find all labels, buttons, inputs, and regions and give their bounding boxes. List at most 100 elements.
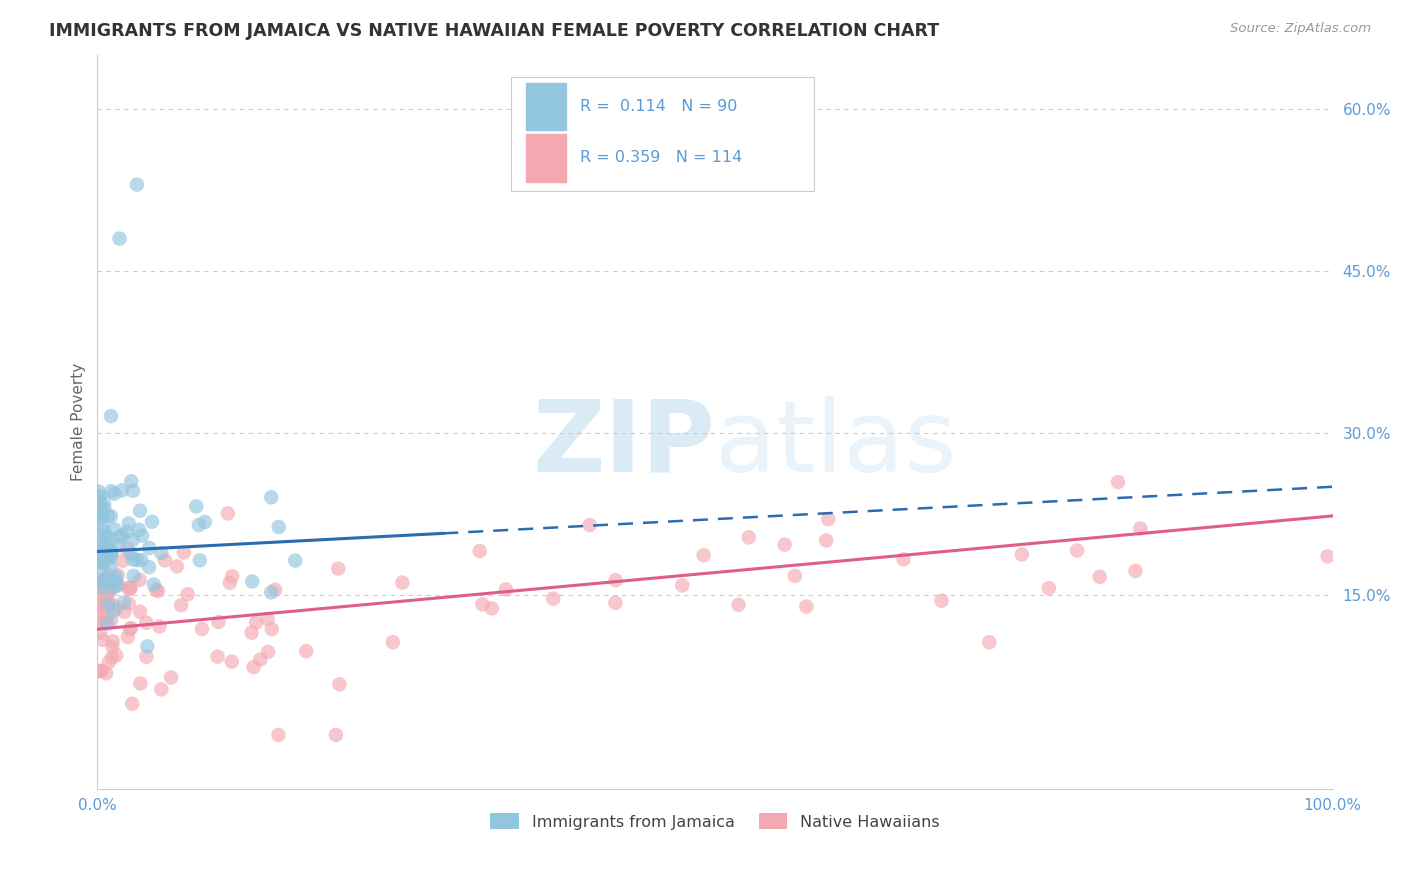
Point <box>1129 522 1152 536</box>
Point <box>122 552 145 566</box>
Point <box>89 541 111 556</box>
Point <box>89 625 111 640</box>
Point <box>260 585 283 599</box>
Point <box>97 575 120 590</box>
Point <box>138 541 160 555</box>
Point <box>87 484 110 499</box>
Point <box>391 575 413 590</box>
Point <box>692 548 714 562</box>
Point <box>264 582 287 597</box>
Point <box>96 590 118 604</box>
Point <box>187 518 209 533</box>
Point <box>1107 475 1129 489</box>
Point <box>1088 570 1111 584</box>
Point <box>87 549 110 564</box>
Point <box>160 670 183 684</box>
Point <box>89 506 111 520</box>
Point <box>188 553 211 567</box>
Point <box>114 605 136 619</box>
Point <box>100 613 122 627</box>
Point <box>100 544 122 558</box>
Point <box>91 613 114 627</box>
Point <box>93 581 115 595</box>
Point <box>217 507 239 521</box>
Point <box>107 568 129 582</box>
Point <box>87 576 110 591</box>
Point <box>91 509 114 524</box>
Point <box>249 652 271 666</box>
Point <box>267 728 290 742</box>
Point <box>191 622 214 636</box>
Point <box>122 483 145 498</box>
Point <box>108 530 131 544</box>
Point <box>122 569 145 583</box>
Point <box>90 498 112 512</box>
Point <box>93 497 115 511</box>
Point <box>150 546 173 560</box>
Point <box>107 578 129 592</box>
Point <box>117 581 139 595</box>
Point <box>87 552 110 566</box>
Point <box>117 630 139 644</box>
Point <box>815 533 838 548</box>
Point <box>118 582 141 596</box>
Point <box>91 552 114 566</box>
Point <box>91 599 114 613</box>
Point <box>931 593 953 607</box>
Point <box>96 550 118 565</box>
Point <box>96 616 118 631</box>
Point <box>153 553 176 567</box>
Point <box>100 548 122 562</box>
Point <box>87 615 110 630</box>
Point <box>90 507 112 521</box>
Point <box>325 728 347 742</box>
Point <box>121 697 143 711</box>
Point <box>115 524 138 539</box>
Point <box>98 568 121 582</box>
Point <box>1125 564 1147 578</box>
Point <box>1066 543 1088 558</box>
Point <box>495 582 517 597</box>
Point <box>120 547 142 561</box>
Point <box>93 524 115 538</box>
Point <box>173 545 195 559</box>
Bar <box>526 83 565 130</box>
Point <box>148 619 170 633</box>
Point <box>103 522 125 536</box>
Point <box>100 484 122 499</box>
Point <box>129 504 152 518</box>
Point <box>98 535 121 549</box>
Point <box>100 409 122 423</box>
Point <box>135 615 157 630</box>
Point <box>128 523 150 537</box>
Point <box>89 537 111 551</box>
Point <box>94 572 117 586</box>
Point <box>471 598 494 612</box>
Point <box>131 528 153 542</box>
Point <box>97 531 120 545</box>
Point <box>541 591 564 606</box>
Point <box>93 600 115 615</box>
Point <box>260 622 283 636</box>
Point <box>89 553 111 567</box>
Point <box>108 538 131 552</box>
Point <box>328 561 350 575</box>
Point <box>578 518 600 533</box>
Point <box>166 559 188 574</box>
Point <box>207 615 229 629</box>
Point <box>118 597 141 611</box>
Point <box>120 581 142 595</box>
Point <box>481 601 503 615</box>
Point <box>97 597 120 611</box>
Point <box>101 598 124 612</box>
Point <box>87 580 110 594</box>
Point <box>1316 549 1339 564</box>
Point <box>94 666 117 681</box>
Point <box>260 491 283 505</box>
Point <box>101 581 124 595</box>
Point <box>121 533 143 548</box>
Point <box>727 598 749 612</box>
Point <box>91 561 114 575</box>
Point <box>240 625 263 640</box>
Point <box>101 640 124 654</box>
